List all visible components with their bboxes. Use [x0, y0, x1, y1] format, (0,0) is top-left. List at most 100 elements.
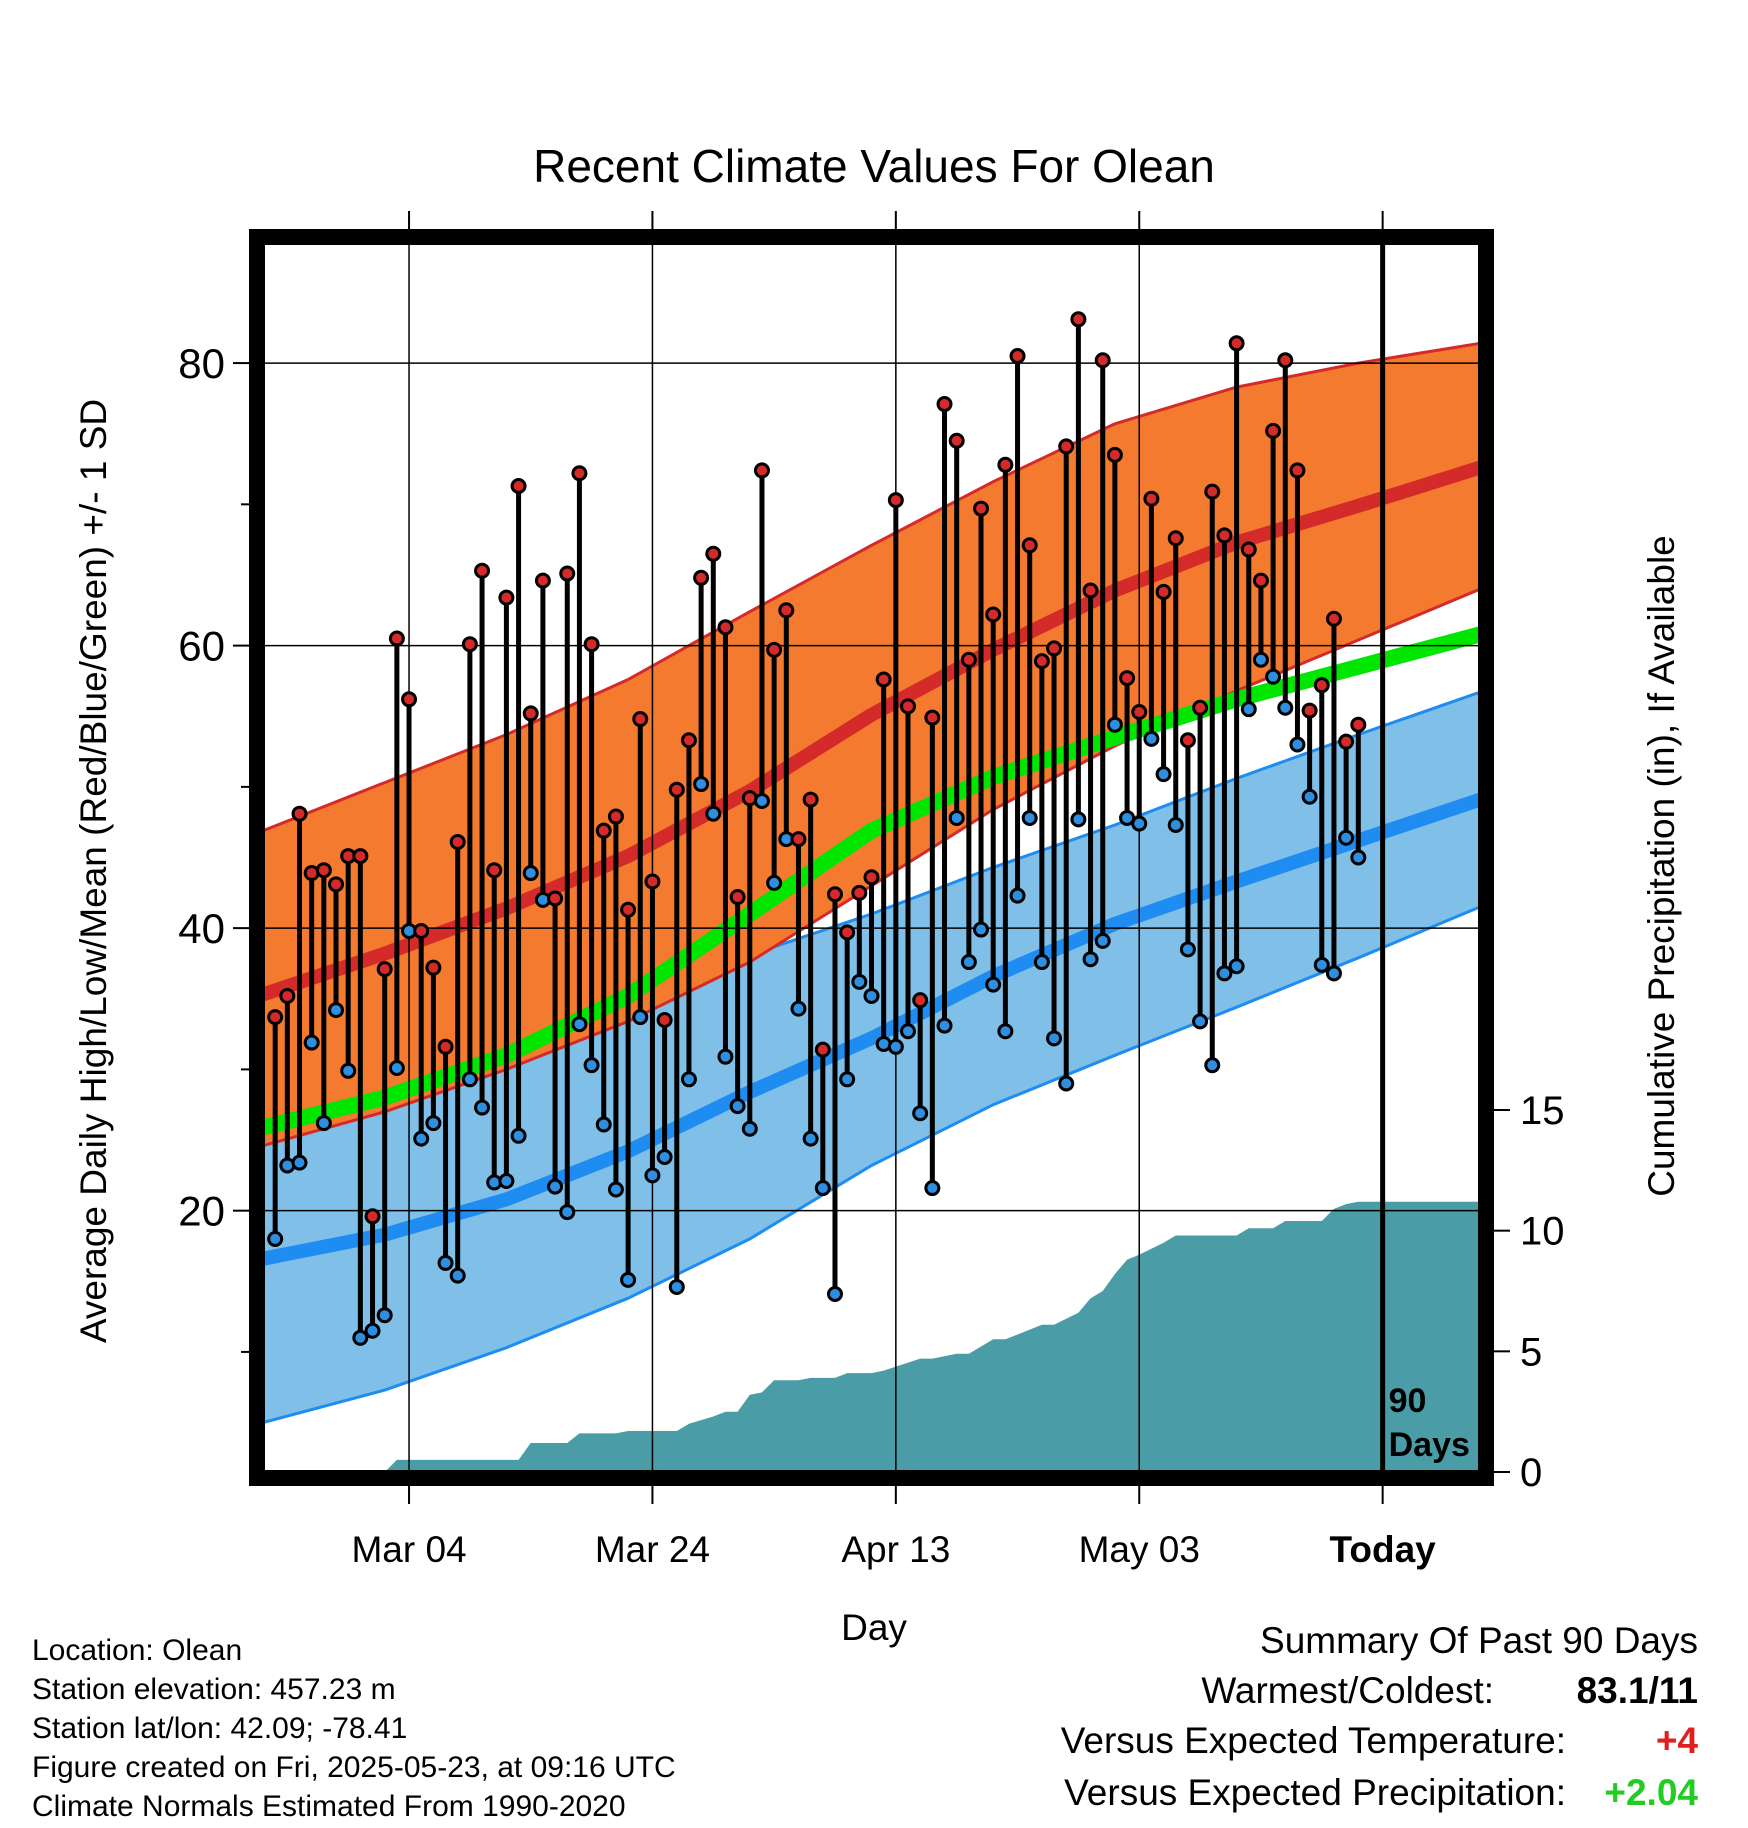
low-point — [1228, 958, 1245, 975]
low-point — [388, 1059, 405, 1076]
high-point — [376, 961, 393, 978]
low-point — [985, 976, 1002, 993]
low-point — [839, 1071, 856, 1088]
low-point — [644, 1167, 661, 1184]
high-point — [1252, 572, 1269, 589]
low-point — [1167, 817, 1184, 834]
high-point — [766, 641, 783, 658]
high-point — [887, 492, 904, 509]
footer-elevation: Station elevation: 457.23 m — [32, 1673, 396, 1706]
low-point — [547, 1178, 564, 1195]
low-point — [1106, 716, 1123, 733]
low-point — [449, 1267, 466, 1284]
low-point — [1265, 668, 1282, 685]
high-point — [1216, 527, 1233, 544]
low-point — [948, 809, 965, 826]
high-point — [1155, 583, 1172, 600]
high-point — [644, 873, 661, 890]
low-point — [315, 1115, 332, 1132]
high-point — [364, 1208, 381, 1225]
high-point — [948, 432, 965, 449]
high-point — [328, 876, 345, 893]
high-point — [997, 456, 1014, 473]
low-point — [1070, 811, 1087, 828]
low-point — [1131, 815, 1148, 832]
summary-warmest-label: Warmest/Coldest: — [1201, 1670, 1494, 1711]
low-point — [1058, 1075, 1075, 1092]
high-point — [985, 606, 1002, 623]
low-point — [826, 1286, 843, 1303]
high-point — [486, 862, 503, 879]
high-point — [839, 924, 856, 941]
high-point — [583, 636, 600, 653]
high-point — [802, 791, 819, 808]
low-point — [1119, 809, 1136, 826]
low-point — [437, 1254, 454, 1271]
low-point — [973, 921, 990, 938]
low-point — [620, 1271, 637, 1288]
high-point — [1313, 677, 1330, 694]
summary-temp-value: +4 — [1655, 1720, 1698, 1761]
low-point — [1009, 887, 1026, 904]
x-tick-label: Apr 13 — [841, 1529, 950, 1570]
low-point — [668, 1278, 685, 1295]
x-tick-label: Mar 24 — [595, 1529, 710, 1570]
high-point — [388, 630, 405, 647]
high-point — [425, 959, 442, 976]
high-point — [547, 890, 564, 907]
low-point — [705, 805, 722, 822]
low-point — [510, 1127, 527, 1144]
high-point — [1167, 530, 1184, 547]
low-point — [790, 1000, 807, 1017]
low-point — [1277, 699, 1294, 716]
low-point — [607, 1181, 624, 1198]
high-point — [1265, 422, 1282, 439]
high-point — [912, 992, 929, 1009]
low-point — [1252, 651, 1269, 668]
high-point — [437, 1038, 454, 1055]
low-point — [1240, 701, 1257, 718]
low-point — [559, 1204, 576, 1221]
low-point — [717, 1048, 734, 1065]
low-point — [1192, 1013, 1209, 1030]
low-point — [1289, 736, 1306, 753]
high-point — [1338, 733, 1355, 750]
axis-ticks: Mar 04 Mar 24 Apr 13 May 03 Today 20 40 60 80 0 5 1… — [178, 211, 1565, 1570]
high-point — [352, 848, 369, 865]
low-point — [425, 1115, 442, 1132]
high-point — [778, 602, 795, 619]
high-point — [1192, 699, 1209, 716]
footer-created: Figure created on Fri, 2025-05-23, at 09… — [32, 1751, 676, 1784]
low-point — [693, 776, 710, 793]
low-point — [340, 1062, 357, 1079]
low-point — [924, 1180, 941, 1197]
high-point — [924, 709, 941, 726]
high-point — [291, 805, 308, 822]
high-point — [753, 462, 770, 479]
y2-tick-label: 5 — [1520, 1330, 1542, 1374]
low-point — [1325, 965, 1342, 982]
low-point — [352, 1329, 369, 1346]
high-point — [1179, 732, 1196, 749]
high-point — [1070, 311, 1087, 328]
low-point — [1082, 951, 1099, 968]
mean-high-line — [263, 460, 1480, 1002]
high-point — [1021, 537, 1038, 554]
low-point — [680, 1071, 697, 1088]
high-point — [449, 833, 466, 850]
y2-axis-label: Cumulative Precipitation (in), If Availa… — [1641, 535, 1682, 1197]
y-tick-label: 20 — [178, 1188, 225, 1235]
low-point — [863, 987, 880, 1004]
high-point — [680, 732, 697, 749]
low-point — [1143, 730, 1160, 747]
high-point — [790, 831, 807, 848]
high-point — [1106, 446, 1123, 463]
high-point — [315, 862, 332, 879]
low-point — [522, 865, 539, 882]
chart-title: Recent Climate Values For Olean — [533, 140, 1215, 192]
low-point — [1301, 788, 1318, 805]
summary-title: Summary Of Past 90 Days — [1260, 1620, 1698, 1661]
high-point — [1009, 348, 1026, 365]
low-point — [1204, 1057, 1221, 1074]
low-point — [376, 1307, 393, 1324]
